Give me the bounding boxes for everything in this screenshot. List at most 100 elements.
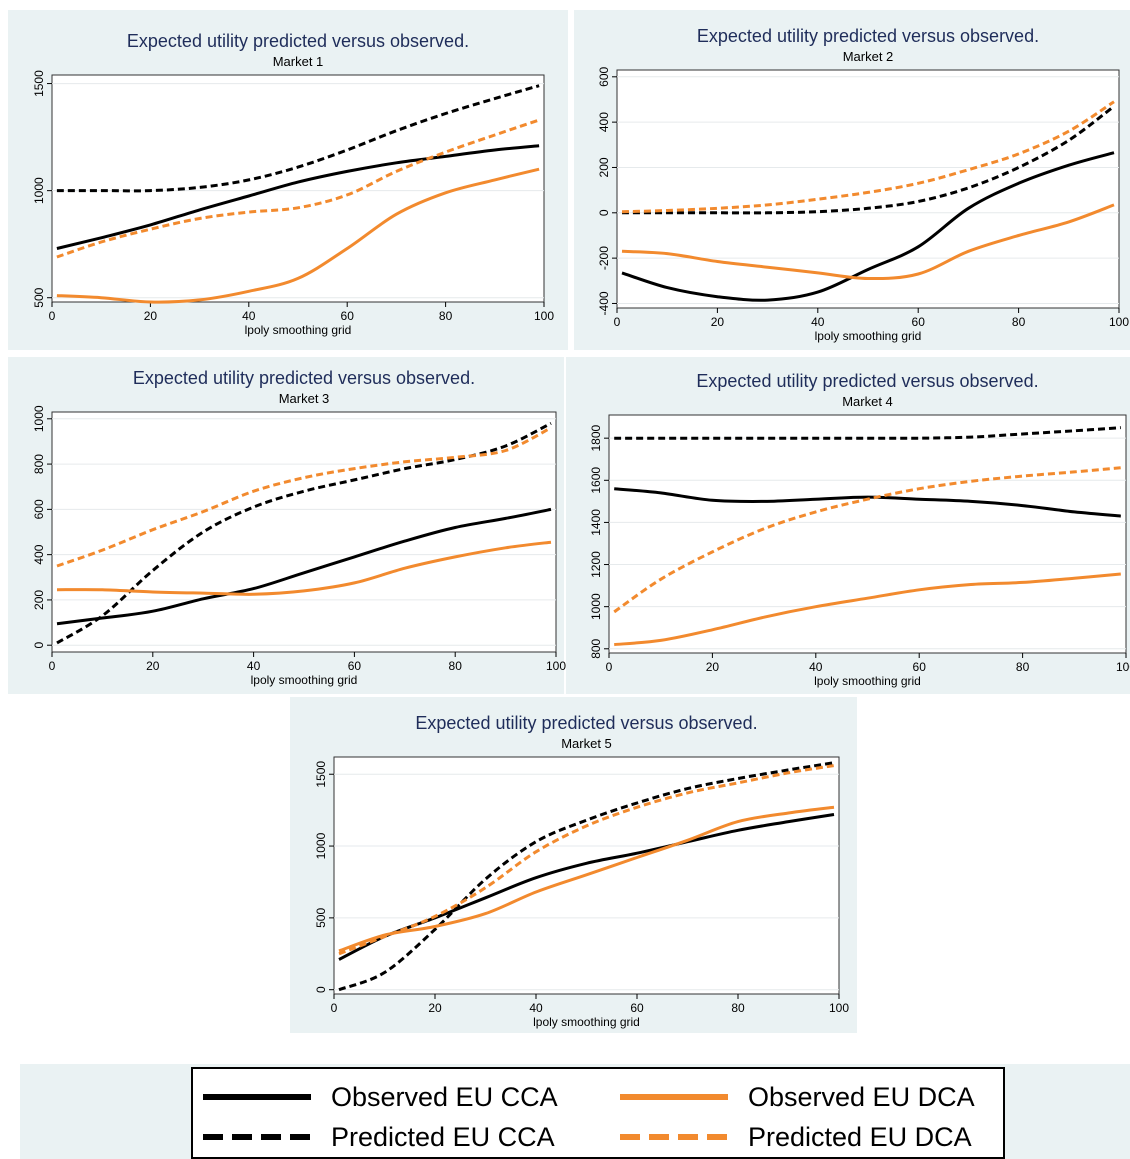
y-tick-label-market-4: 1000 xyxy=(589,593,603,620)
y-tick-label-market-5: 1500 xyxy=(314,761,328,788)
x-tick-label-market-1: 100 xyxy=(534,309,554,323)
x-tick-label-market-4: 80 xyxy=(1016,660,1030,674)
y-tick-label-market-3: 0 xyxy=(32,642,46,649)
x-tick-label-market-2: 60 xyxy=(912,315,926,329)
legend-item-predicted-dca: Predicted EU DCA xyxy=(620,1119,972,1155)
x-tick-label-market-5: 80 xyxy=(731,1001,745,1015)
chart-panel-market-5: Expected utility predicted versus observ… xyxy=(290,697,857,1033)
chart-svg-market-2: Expected utility predicted versus observ… xyxy=(597,26,1129,343)
plot-area-market-1 xyxy=(51,74,545,303)
chart-title-market-4: Expected utility predicted versus observ… xyxy=(696,371,1038,391)
x-tick-label-market-4: 40 xyxy=(809,660,823,674)
legend-swatch-predicted-cca xyxy=(203,1134,311,1140)
chart-legend: Observed EU CCA Observed EU DCA Predicte… xyxy=(191,1067,1005,1159)
series-line-predicted-eu-cca-market-1 xyxy=(56,84,540,193)
y-tick-label-market-5: 1000 xyxy=(314,832,328,859)
series-line-predicted-eu-dca-market-5 xyxy=(338,764,835,956)
y-tick-label-market-2: -200 xyxy=(597,246,611,270)
x-tick-label-market-4: 0 xyxy=(606,660,613,674)
chart-svg-market-4: Expected utility predicted versus observ… xyxy=(589,371,1130,688)
x-tick-label-market-2: 20 xyxy=(711,315,725,329)
x-tick-label-market-4: 100 xyxy=(1116,660,1130,674)
chart-title-market-5: Expected utility predicted versus observ… xyxy=(415,713,757,733)
y-tick-label-market-5: 500 xyxy=(314,908,328,928)
chart-panel-market-3: Expected utility predicted versus observ… xyxy=(8,357,566,694)
y-tick-label-market-2: 200 xyxy=(597,157,611,177)
x-tick-label-market-3: 60 xyxy=(348,659,362,673)
y-tick-label-market-2: 600 xyxy=(597,66,611,86)
chart-subtitle-market-2: Market 2 xyxy=(843,49,894,64)
chart-svg-market-1: Expected utility predicted versus observ… xyxy=(32,31,554,337)
y-tick-label-market-3: 600 xyxy=(32,499,46,519)
x-axis-label-market-1: lpoly smoothing grid xyxy=(245,323,352,337)
y-tick-label-market-4: 1800 xyxy=(589,424,603,451)
series-line-observed-eu-dca-market-4 xyxy=(614,572,1121,647)
x-tick-label-market-5: 40 xyxy=(529,1001,543,1015)
plot-area-market-3 xyxy=(51,411,557,653)
y-tick-label-market-3: 800 xyxy=(32,454,46,474)
series-line-predicted-eu-cca-market-2 xyxy=(621,105,1115,215)
chart-subtitle-market-3: Market 3 xyxy=(279,391,330,406)
series-line-observed-eu-dca-market-2 xyxy=(621,203,1115,281)
x-tick-label-market-5: 100 xyxy=(829,1001,849,1015)
series-line-predicted-eu-dca-market-1 xyxy=(56,118,540,259)
y-tick-label-market-4: 800 xyxy=(589,638,603,658)
series-line-observed-eu-dca-market-3 xyxy=(56,540,552,596)
chart-subtitle-market-4: Market 4 xyxy=(842,394,893,409)
y-tick-label-market-2: 0 xyxy=(597,209,611,216)
series-line-observed-eu-cca-market-1 xyxy=(56,144,540,250)
chart-svg-market-5: Expected utility predicted versus observ… xyxy=(314,713,849,1029)
y-tick-label-market-1: 1500 xyxy=(32,70,46,97)
x-tick-label-market-2: 0 xyxy=(614,315,621,329)
series-line-observed-eu-cca-market-4 xyxy=(614,487,1121,518)
legend-label-observed-cca: Observed EU CCA xyxy=(331,1081,558,1112)
x-tick-label-market-2: 100 xyxy=(1109,315,1129,329)
chart-title-market-1: Expected utility predicted versus observ… xyxy=(127,31,469,51)
legend-label-predicted-cca: Predicted EU CCA xyxy=(331,1121,555,1152)
legend-swatch-observed-cca xyxy=(203,1094,311,1100)
series-line-observed-eu-dca-market-1 xyxy=(56,167,540,304)
y-tick-label-market-2: 400 xyxy=(597,112,611,132)
y-tick-label-market-1: 1000 xyxy=(32,177,46,204)
x-tick-label-market-1: 20 xyxy=(144,309,158,323)
legend-swatch-predicted-dca xyxy=(620,1134,728,1140)
x-tick-label-market-4: 60 xyxy=(913,660,927,674)
series-line-observed-eu-cca-market-2 xyxy=(621,151,1115,302)
chart-panel-market-1: Expected utility predicted versus observ… xyxy=(8,10,568,350)
y-tick-label-market-1: 500 xyxy=(32,287,46,307)
series-line-predicted-eu-dca-market-2 xyxy=(621,100,1115,214)
legend-item-observed-dca: Observed EU DCA xyxy=(620,1079,975,1115)
series-line-predicted-eu-cca-market-4 xyxy=(614,426,1121,440)
chart-subtitle-market-5: Market 5 xyxy=(561,736,612,751)
x-tick-label-market-1: 0 xyxy=(49,309,56,323)
series-line-observed-eu-dca-market-5 xyxy=(338,805,835,953)
x-tick-label-market-4: 20 xyxy=(706,660,720,674)
x-tick-label-market-3: 80 xyxy=(449,659,463,673)
x-axis-label-market-4: lpoly smoothing grid xyxy=(814,674,921,688)
x-tick-label-market-5: 0 xyxy=(331,1001,338,1015)
x-tick-label-market-5: 20 xyxy=(428,1001,442,1015)
x-axis-label-market-3: lpoly smoothing grid xyxy=(251,673,358,687)
legend-label-predicted-dca: Predicted EU DCA xyxy=(748,1121,972,1152)
y-tick-label-market-4: 1400 xyxy=(589,509,603,536)
x-tick-label-market-3: 20 xyxy=(146,659,160,673)
chart-panel-market-2: Expected utility predicted versus observ… xyxy=(574,10,1130,350)
y-tick-label-market-3: 400 xyxy=(32,544,46,564)
legend-item-predicted-cca: Predicted EU CCA xyxy=(203,1119,555,1155)
chart-title-market-2: Expected utility predicted versus observ… xyxy=(697,26,1039,46)
plot-area-market-2 xyxy=(616,69,1120,309)
series-line-predicted-eu-dca-market-3 xyxy=(56,426,552,568)
y-tick-label-market-4: 1600 xyxy=(589,467,603,494)
chart-subtitle-market-1: Market 1 xyxy=(273,54,324,69)
y-tick-label-market-3: 1000 xyxy=(32,405,46,432)
x-tick-label-market-5: 60 xyxy=(630,1001,644,1015)
legend-swatch-observed-dca xyxy=(620,1094,728,1100)
chart-title-market-3: Expected utility predicted versus observ… xyxy=(133,368,475,388)
x-tick-label-market-1: 40 xyxy=(242,309,256,323)
x-tick-label-market-2: 40 xyxy=(811,315,825,329)
x-tick-label-market-3: 100 xyxy=(546,659,566,673)
plot-area-market-4 xyxy=(608,414,1127,654)
y-tick-label-market-2: -400 xyxy=(597,291,611,315)
series-line-predicted-eu-dca-market-4 xyxy=(613,466,1121,614)
chart-panel-market-4: Expected utility predicted versus observ… xyxy=(566,357,1130,694)
